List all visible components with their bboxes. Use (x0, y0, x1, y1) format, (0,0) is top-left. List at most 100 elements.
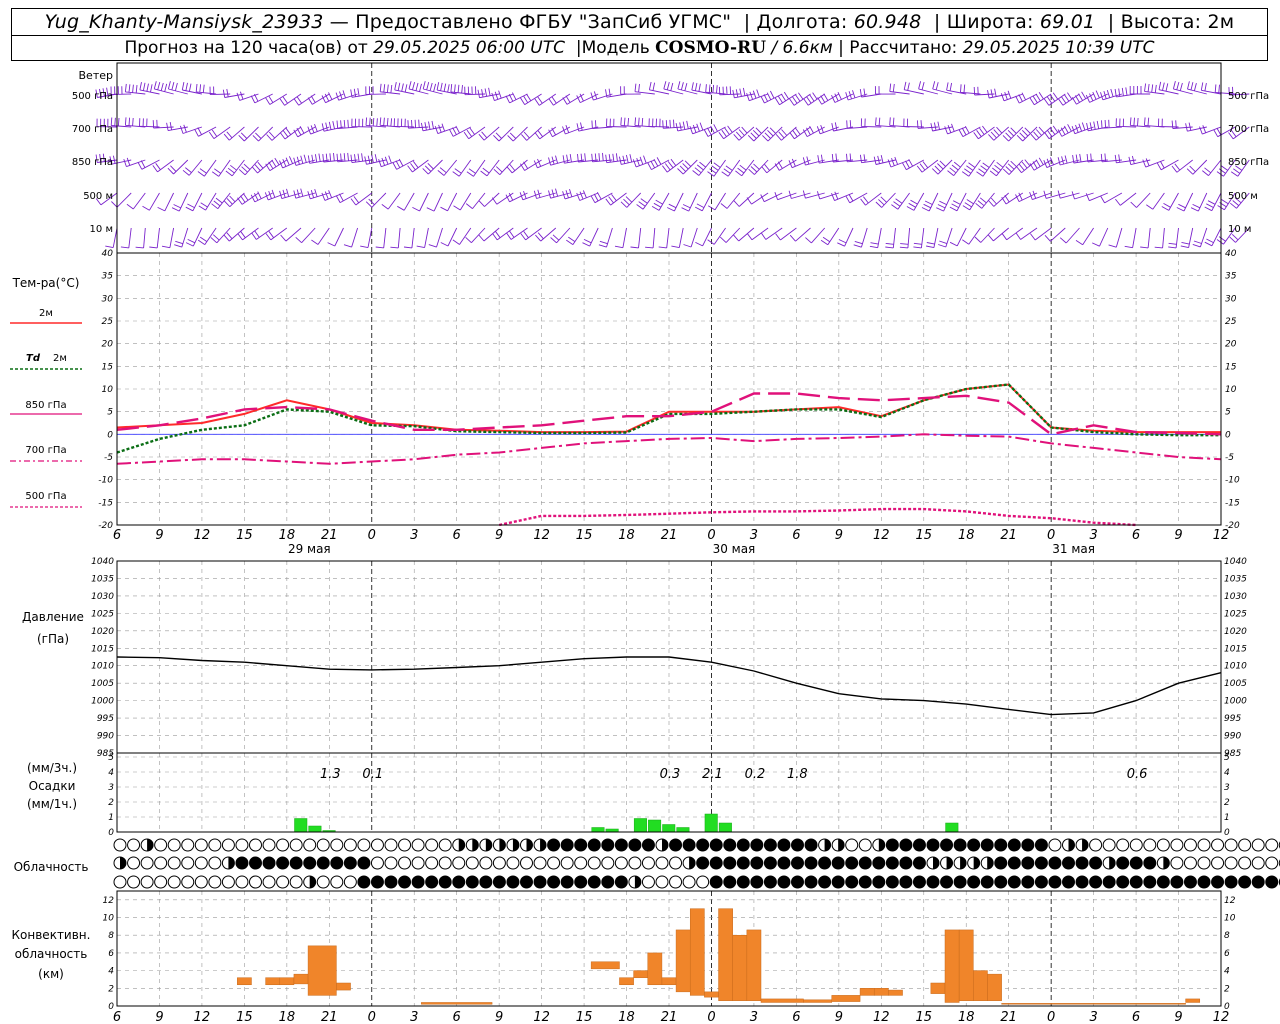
conv-tick-right: 8 (1224, 931, 1230, 941)
wind-barb (1115, 192, 1137, 206)
cloud-symbol (181, 875, 195, 889)
wind-barb (816, 191, 839, 200)
wind-barb (237, 227, 259, 241)
x-tick-label-bottom: 12 (194, 1010, 211, 1024)
wind-barb (1171, 120, 1193, 129)
wind-barb (279, 156, 302, 169)
wind-barb (1057, 190, 1080, 199)
x-tick-label-top: 0 (1047, 528, 1055, 543)
wind-barb (416, 227, 429, 249)
wind-barb (1029, 190, 1052, 201)
wind-barb (437, 159, 458, 176)
wind-barb (946, 82, 967, 95)
cloud-symbol (357, 875, 371, 889)
cloud-symbol (560, 838, 574, 852)
conv-tick-left: 6 (108, 949, 114, 959)
cloud-symbol (1143, 875, 1157, 889)
wind-barb (692, 159, 712, 176)
cloud-symbol (641, 856, 655, 870)
wind-barb (390, 227, 401, 249)
wind-barb (493, 126, 514, 142)
wind-barb (875, 192, 896, 208)
cloud-symbol (601, 838, 615, 852)
wind-barb (675, 120, 698, 132)
cloud-symbol (1007, 838, 1021, 852)
wind-barb (636, 192, 656, 210)
cloud-symbol (181, 856, 195, 870)
wind-barb (465, 192, 486, 209)
wind-barb (1190, 192, 1208, 212)
cloud-symbol (709, 875, 723, 889)
temp-tick-right: -10 (1225, 476, 1240, 486)
conv-bar (647, 952, 663, 986)
wind-barb (960, 84, 981, 95)
temp-tick-left: 25 (102, 317, 114, 327)
cloud-symbol (547, 856, 561, 870)
precip-3h-label: 0.6 (1127, 767, 1148, 782)
wind-barb (1114, 154, 1137, 164)
wind-barb (634, 83, 655, 95)
wind-barb (1085, 192, 1108, 202)
wind-barb (860, 118, 882, 128)
precip-tick-left: 4 (108, 768, 114, 778)
cloud-symbol (1034, 838, 1048, 852)
cloud-symbol (655, 856, 669, 870)
cloud-symbol (818, 856, 832, 870)
conv-tick-right: 0 (1224, 1002, 1230, 1012)
x-tick-label-bottom: 9 (1174, 1010, 1182, 1024)
wind-barb (351, 118, 372, 128)
wind-barb (360, 227, 373, 249)
wind-barb (1129, 86, 1151, 95)
panel-frames: 6699121215151818212100336699121215151818… (91, 62, 1247, 1024)
wind-barb (279, 93, 302, 106)
cloud-symbol-half (1109, 857, 1116, 869)
cloud-symbol (1238, 838, 1252, 852)
wind-barb (161, 227, 175, 249)
wind-barb (1016, 126, 1038, 142)
wind-barb (630, 227, 642, 249)
wind-barb (1059, 227, 1080, 244)
wind-barb (428, 227, 443, 248)
x-tick-label-top: 9 (495, 528, 503, 543)
wind-barb (761, 159, 783, 174)
wind-barb (605, 88, 627, 98)
cloud-symbol (574, 856, 588, 870)
wind-barb (746, 89, 769, 102)
wind-barb (1176, 192, 1194, 212)
cloud-symbol (1224, 875, 1238, 889)
conv-bar (987, 973, 1002, 1001)
cloud-symbol (1116, 875, 1130, 889)
wind-barb (869, 227, 882, 249)
wind-barb (605, 192, 627, 206)
cloud-symbol (370, 838, 384, 852)
wind-barb (126, 192, 146, 210)
wind-level-700hpa: 700 гПа (72, 124, 113, 135)
wind-barb (251, 159, 273, 174)
wind-barb (1214, 84, 1236, 95)
cloud-symbol (777, 838, 791, 852)
precip-bar (648, 819, 662, 833)
temp-tick-left: -20 (98, 521, 113, 531)
wind-barb (307, 153, 330, 164)
wind-barb (335, 192, 358, 203)
wind-barb (392, 158, 415, 170)
cloud-symbol (1089, 856, 1103, 870)
wind-level-500hpa-right: 500 гПа (1228, 91, 1269, 102)
wind-barb (1002, 126, 1024, 142)
temp-tick-right: 0 (1225, 430, 1231, 440)
x-tick-label-top: 0 (707, 528, 715, 543)
wind-barb (816, 124, 839, 135)
cloud-symbol (249, 875, 262, 889)
wind-barb (426, 192, 443, 212)
wind-barb (350, 192, 373, 206)
wind-level-500m-right: 500 м (1228, 191, 1258, 202)
wind-barb (139, 82, 160, 95)
wind-level-850hpa-right: 850 гПа (1228, 157, 1269, 168)
temp-tick-left: -5 (104, 453, 113, 463)
x-tick-label-bottom: 12 (1213, 1010, 1230, 1024)
wind-barb (1200, 82, 1222, 95)
conv-title-b: облачность (15, 947, 88, 961)
wind-barb (590, 91, 613, 101)
cloud-symbol-half (458, 839, 465, 851)
wind-barb (1115, 118, 1137, 128)
